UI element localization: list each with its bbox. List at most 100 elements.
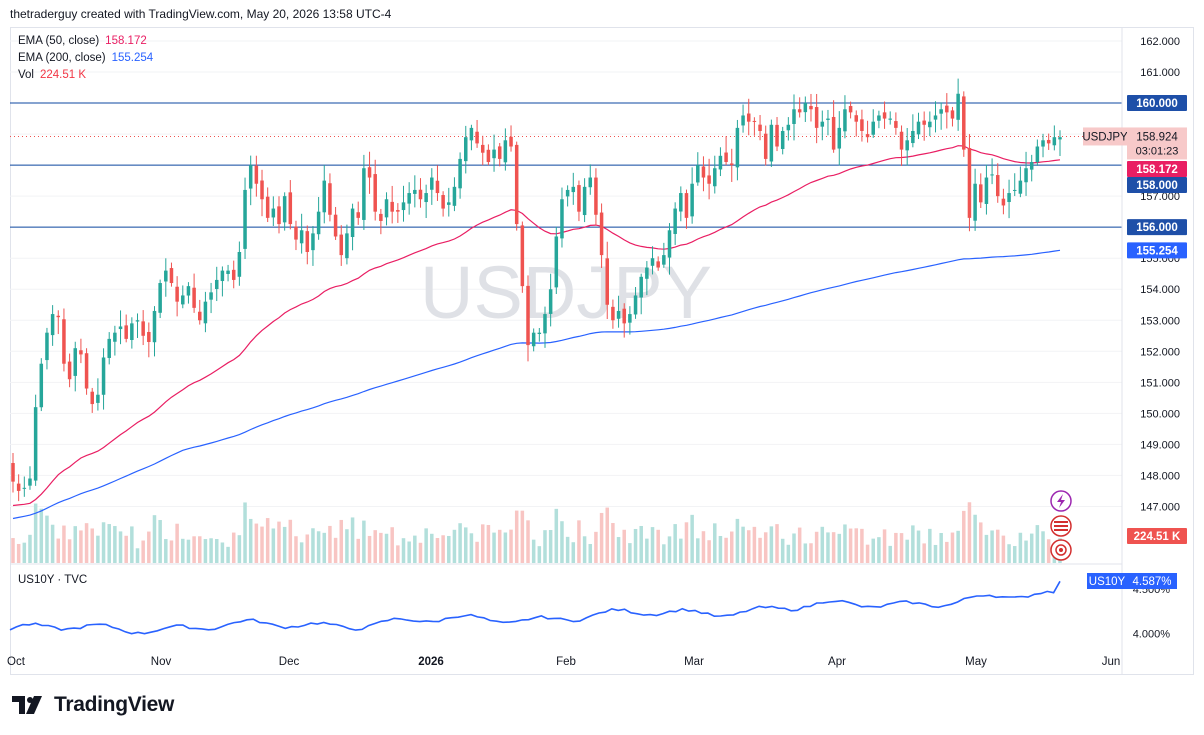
candle-body[interactable] bbox=[356, 212, 360, 218]
candle-body[interactable] bbox=[611, 306, 615, 321]
candle-body[interactable] bbox=[577, 185, 581, 212]
candle-body[interactable] bbox=[877, 115, 881, 121]
candle-body[interactable] bbox=[203, 301, 208, 324]
candle-body[interactable] bbox=[503, 140, 508, 163]
candle-body[interactable] bbox=[769, 124, 774, 162]
candle-body[interactable] bbox=[220, 270, 225, 282]
candle-body[interactable] bbox=[294, 226, 298, 240]
candle-body[interactable] bbox=[62, 319, 66, 364]
candle-body[interactable] bbox=[181, 295, 185, 305]
candle-body[interactable] bbox=[656, 261, 660, 268]
candle-body[interactable] bbox=[147, 331, 151, 342]
candle-body[interactable] bbox=[113, 332, 117, 342]
candle-body[interactable] bbox=[254, 165, 259, 184]
candle-body[interactable] bbox=[588, 177, 593, 188]
candle-body[interactable] bbox=[1029, 162, 1034, 170]
candle-body[interactable] bbox=[379, 213, 383, 221]
candle-body[interactable] bbox=[1035, 146, 1040, 163]
candle-body[interactable] bbox=[826, 118, 830, 120]
candle-body[interactable] bbox=[554, 236, 559, 288]
candle-body[interactable] bbox=[288, 192, 293, 225]
candle-body[interactable] bbox=[735, 127, 740, 168]
candle-body[interactable] bbox=[243, 189, 247, 249]
candle-body[interactable] bbox=[565, 189, 570, 197]
candle-body[interactable] bbox=[214, 279, 219, 290]
candle-body[interactable] bbox=[192, 287, 196, 308]
candle-body[interactable] bbox=[16, 483, 21, 491]
candle-body[interactable] bbox=[679, 193, 683, 212]
candle-body[interactable] bbox=[894, 121, 898, 128]
candle-body[interactable] bbox=[141, 321, 145, 336]
candle-body[interactable] bbox=[979, 184, 983, 203]
us10y-line[interactable] bbox=[9, 580, 1061, 635]
candle-body[interactable] bbox=[1046, 139, 1051, 144]
candle-body[interactable] bbox=[401, 202, 406, 211]
candle-body[interactable] bbox=[1012, 189, 1017, 191]
candle-body[interactable] bbox=[28, 478, 32, 486]
candle-body[interactable] bbox=[118, 326, 123, 330]
candle-body[interactable] bbox=[746, 113, 751, 122]
candle-body[interactable] bbox=[543, 314, 547, 334]
candle-body[interactable] bbox=[248, 165, 253, 189]
candle-body[interactable] bbox=[226, 270, 230, 274]
candle-body[interactable] bbox=[396, 210, 400, 212]
candle-body[interactable] bbox=[713, 168, 717, 187]
candle-body[interactable] bbox=[854, 115, 859, 122]
candle-body[interactable] bbox=[945, 105, 949, 113]
candle-body[interactable] bbox=[752, 120, 757, 122]
candle-body[interactable] bbox=[673, 208, 677, 234]
candle-body[interactable] bbox=[696, 165, 700, 183]
candle-body[interactable] bbox=[231, 269, 236, 280]
candle-body[interactable] bbox=[124, 325, 128, 339]
candle-body[interactable] bbox=[899, 131, 904, 150]
candle-body[interactable] bbox=[435, 180, 440, 194]
candle-body[interactable] bbox=[1001, 198, 1006, 206]
candle-body[interactable] bbox=[775, 124, 779, 147]
candle-body[interactable] bbox=[158, 283, 162, 313]
legend-ema200[interactable]: EMA (200, close) 155.254 bbox=[18, 52, 153, 64]
candle-body[interactable] bbox=[169, 268, 174, 284]
candle-body[interactable] bbox=[729, 163, 734, 166]
candle-body[interactable] bbox=[758, 124, 762, 131]
candle-body[interactable] bbox=[616, 310, 621, 319]
candle-body[interactable] bbox=[130, 323, 134, 340]
candle-body[interactable] bbox=[441, 195, 445, 209]
candle-body[interactable] bbox=[107, 338, 111, 358]
candle-body[interactable] bbox=[67, 361, 72, 380]
candle-body[interactable] bbox=[480, 144, 485, 153]
candle-body[interactable] bbox=[447, 202, 451, 205]
candle-body[interactable] bbox=[237, 252, 242, 277]
candle-body[interactable] bbox=[56, 315, 61, 318]
candle-body[interactable] bbox=[73, 348, 78, 376]
candle-body[interactable] bbox=[469, 127, 474, 141]
candle-body[interactable] bbox=[888, 118, 892, 120]
candle-body[interactable] bbox=[464, 137, 468, 162]
candle-body[interactable] bbox=[984, 177, 989, 204]
candle-body[interactable] bbox=[367, 167, 372, 178]
candle-body[interactable] bbox=[316, 211, 321, 235]
candle-body[interactable] bbox=[1041, 140, 1045, 147]
candle-body[interactable] bbox=[45, 332, 49, 361]
candle-body[interactable] bbox=[90, 391, 94, 405]
candle-body[interactable] bbox=[265, 196, 270, 218]
candle-body[interactable] bbox=[871, 121, 875, 135]
candle-body[interactable] bbox=[362, 168, 366, 220]
candle-body[interactable] bbox=[582, 186, 587, 216]
candle-body[interactable] bbox=[792, 109, 796, 124]
candle-body[interactable] bbox=[418, 189, 423, 200]
ema200-line[interactable] bbox=[12, 249, 1061, 520]
candle-body[interactable] bbox=[1058, 137, 1062, 140]
candle-body[interactable] bbox=[452, 186, 457, 206]
candle-body[interactable] bbox=[667, 230, 672, 258]
candle-body[interactable] bbox=[96, 394, 100, 403]
candle-body[interactable] bbox=[995, 175, 1000, 197]
candle-body[interactable] bbox=[79, 350, 83, 355]
candle-body[interactable] bbox=[305, 231, 310, 253]
candle-body[interactable] bbox=[956, 93, 960, 120]
candle-body[interactable] bbox=[797, 109, 802, 113]
candle-body[interactable] bbox=[1024, 168, 1028, 183]
candle-body[interactable] bbox=[922, 120, 926, 125]
candle-body[interactable] bbox=[322, 180, 327, 213]
candle-body[interactable] bbox=[475, 131, 479, 144]
candle-body[interactable] bbox=[837, 127, 842, 149]
